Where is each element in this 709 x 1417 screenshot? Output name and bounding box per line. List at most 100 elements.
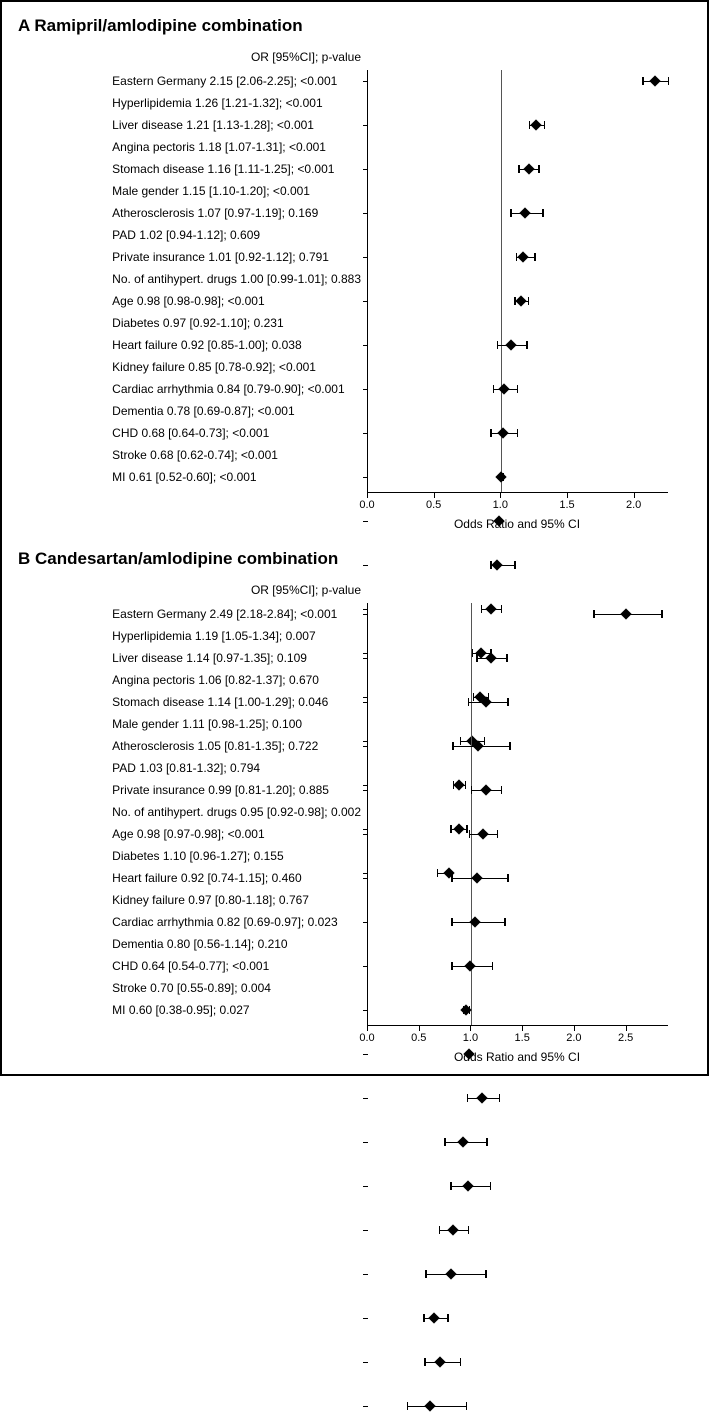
point-marker	[469, 916, 480, 927]
row-label: Hyperlipidemia 1.19 [1.05-1.34]; 0.007	[112, 625, 367, 647]
forest-row	[368, 955, 668, 977]
row-label: PAD 1.03 [0.81-1.32]; 0.794	[112, 757, 367, 779]
row-label: Liver disease 1.14 [0.97-1.35]; 0.109	[112, 647, 367, 669]
point-marker	[649, 75, 660, 86]
row-label: Heart failure 0.92 [0.74-1.15]; 0.460	[112, 867, 367, 889]
row-label: MI 0.60 [0.38-0.95]; 0.027	[112, 999, 367, 1021]
point-marker	[464, 1048, 475, 1059]
point-marker	[517, 251, 528, 262]
row-label: MI 0.61 [0.52-0.60]; <0.001	[112, 466, 367, 488]
row-label: Male gender 1.15 [1.10-1.20]; <0.001	[112, 180, 367, 202]
forest-row	[368, 466, 668, 488]
forest-row	[368, 1395, 668, 1417]
row-label: Kidney failure 0.85 [0.78-0.92]; <0.001	[112, 356, 367, 378]
point-marker	[435, 1356, 446, 1367]
panel-a: A Ramipril/amlodipine combination OR [95…	[12, 16, 697, 531]
row-label: Age 0.98 [0.98-0.98]; <0.001	[112, 290, 367, 312]
panel-a-labels: OR [95%CI]; p-value Eastern Germany 2.15…	[12, 50, 367, 531]
point-marker	[524, 163, 535, 174]
point-marker	[480, 784, 491, 795]
forest-row	[368, 1263, 668, 1285]
tick-label: 1.5	[559, 499, 574, 511]
tick-label: 2.0	[566, 1032, 581, 1044]
panel-a-body: OR [95%CI]; p-value Eastern Germany 2.15…	[12, 50, 697, 531]
point-marker	[429, 1312, 440, 1323]
panel-a-header-label: OR [95%CI]; p-value	[251, 50, 367, 64]
point-marker	[463, 1180, 474, 1191]
row-label: Private insurance 1.01 [0.92-1.12]; 0.79…	[112, 246, 367, 268]
row-label: Cardiac arrhythmia 0.82 [0.69-0.97]; 0.0…	[112, 911, 367, 933]
panel-b: B Candesartan/amlodipine combination OR …	[12, 549, 697, 1064]
row-label: Dementia 0.80 [0.56-1.14]; 0.210	[112, 933, 367, 955]
panel-b-title: B Candesartan/amlodipine combination	[18, 549, 697, 569]
point-marker	[465, 960, 476, 971]
point-marker	[485, 652, 496, 663]
point-marker	[496, 471, 507, 482]
forest-row	[368, 246, 668, 268]
row-label: Dementia 0.78 [0.69-0.87]; <0.001	[112, 400, 367, 422]
panel-b-plot-area	[367, 603, 668, 1026]
point-marker	[505, 339, 516, 350]
row-label: CHD 0.68 [0.64-0.73]; <0.001	[112, 422, 367, 444]
forest-row	[368, 1351, 668, 1373]
forest-row	[368, 202, 668, 224]
forest-row	[368, 1131, 668, 1153]
row-label: No. of antihypert. drugs 1.00 [0.99-1.01…	[112, 268, 367, 290]
row-label: Heart failure 0.92 [0.85-1.00]; 0.038	[112, 334, 367, 356]
row-label: Diabetes 0.97 [0.92-1.10]; 0.231	[112, 312, 367, 334]
point-marker	[471, 872, 482, 883]
tick-label: 2.0	[626, 499, 641, 511]
point-marker	[476, 1092, 487, 1103]
row-label: No. of antihypert. drugs 0.95 [0.92-0.98…	[112, 801, 367, 823]
row-label: CHD 0.64 [0.54-0.77]; <0.001	[112, 955, 367, 977]
point-marker	[458, 1136, 469, 1147]
panel-a-plot-area	[367, 70, 668, 493]
panel-b-plot-col: 0.00.51.01.52.02.5 Odds Ratio and 95% CI	[367, 583, 687, 1064]
forest-row	[368, 334, 668, 356]
forest-row	[368, 911, 668, 933]
row-label: Stroke 0.68 [0.62-0.74]; <0.001	[112, 444, 367, 466]
tick-label: 0.5	[411, 1032, 426, 1044]
panel-b-body: OR [95%CI]; p-value Eastern Germany 2.49…	[12, 583, 697, 1064]
row-label: PAD 1.02 [0.94-1.12]; 0.609	[112, 224, 367, 246]
tick-label: 1.0	[463, 1032, 478, 1044]
point-marker	[447, 1224, 458, 1235]
point-marker	[620, 608, 631, 619]
panel-b-header-label: OR [95%CI]; p-value	[251, 583, 367, 597]
row-label: Angina pectoris 1.18 [1.07-1.31]; <0.001	[112, 136, 367, 158]
forest-row	[368, 422, 668, 444]
point-marker	[480, 696, 491, 707]
forest-row	[368, 70, 668, 92]
forest-plot-container: A Ramipril/amlodipine combination OR [95…	[0, 0, 709, 1076]
panel-a-axis-ticks: 0.00.51.01.52.0	[367, 493, 667, 513]
row-label: Hyperlipidemia 1.26 [1.21-1.32]; <0.001	[112, 92, 367, 114]
row-label: Male gender 1.11 [0.98-1.25]; 0.100	[112, 713, 367, 735]
forest-row	[368, 691, 668, 713]
forest-row	[368, 158, 668, 180]
forest-row	[368, 378, 668, 400]
tick-label: 0.5	[426, 499, 441, 511]
row-label: Cardiac arrhythmia 0.84 [0.79-0.90]; <0.…	[112, 378, 367, 400]
forest-row	[368, 867, 668, 889]
forest-row	[368, 1175, 668, 1197]
tick-label: 2.5	[618, 1032, 633, 1044]
row-label: Stomach disease 1.14 [1.00-1.29]; 0.046	[112, 691, 367, 713]
point-marker	[445, 1268, 456, 1279]
forest-row	[368, 603, 668, 625]
forest-row	[368, 290, 668, 312]
row-label: Stomach disease 1.16 [1.11-1.25]; <0.001	[112, 158, 367, 180]
forest-row	[368, 510, 668, 532]
tick-label: 1.0	[493, 499, 508, 511]
row-label: Diabetes 1.10 [0.96-1.27]; 0.155	[112, 845, 367, 867]
panel-b-axis-ticks: 0.00.51.01.52.02.5	[367, 1026, 667, 1046]
forest-row	[368, 114, 668, 136]
forest-row	[368, 779, 668, 801]
tick-label: 1.5	[515, 1032, 530, 1044]
point-marker	[493, 515, 504, 526]
point-marker	[498, 383, 509, 394]
forest-row	[368, 823, 668, 845]
row-label: Angina pectoris 1.06 [0.82-1.37]; 0.670	[112, 669, 367, 691]
point-marker	[424, 1400, 435, 1411]
panel-a-title: A Ramipril/amlodipine combination	[18, 16, 697, 36]
forest-row	[368, 735, 668, 757]
